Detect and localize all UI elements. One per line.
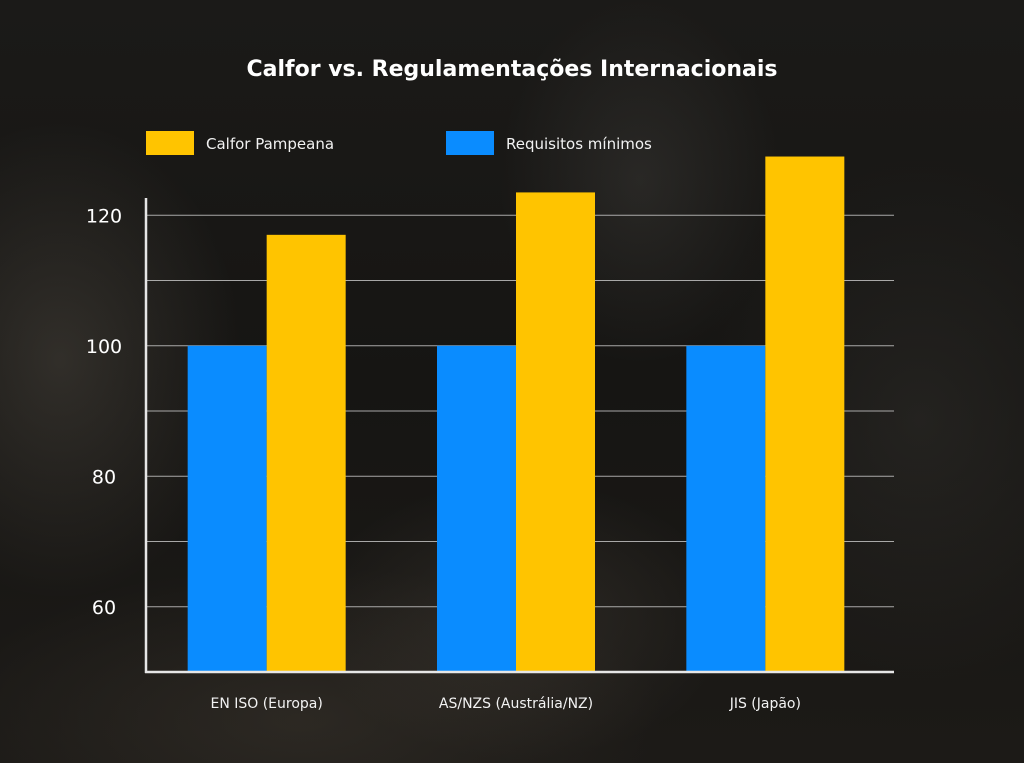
legend-label: Calfor Pampeana <box>206 135 334 153</box>
legend-label: Requisitos mínimos <box>506 135 652 153</box>
bar <box>266 234 346 672</box>
bar <box>686 345 766 672</box>
legend: Calfor Pampeana Requisitos mínimos <box>146 131 652 155</box>
x-category-label: AS/NZS (Austrália/NZ) <box>439 696 593 712</box>
bar <box>437 345 516 672</box>
y-tick-label: 120 <box>86 205 122 227</box>
y-tick-label: 100 <box>86 336 122 358</box>
bar <box>187 345 267 672</box>
x-category-label: JIS (Japão) <box>729 696 801 712</box>
y-axis-ticks: 60 80 100 120 <box>86 205 122 619</box>
bar <box>765 156 845 672</box>
y-tick-label: 80 <box>92 466 116 488</box>
x-axis-categories: EN ISO (Europa) AS/NZS (Austrália/NZ) JIS … <box>210 696 800 712</box>
legend-swatch <box>146 131 194 155</box>
chart-title: Calfor vs. Regulamentações Internacionai… <box>246 57 777 82</box>
bar <box>516 192 595 672</box>
x-category-label: EN ISO (Europa) <box>210 696 322 712</box>
y-tick-label: 60 <box>92 597 116 619</box>
bars <box>187 156 845 672</box>
axes <box>144 198 894 674</box>
legend-swatch <box>446 131 494 155</box>
